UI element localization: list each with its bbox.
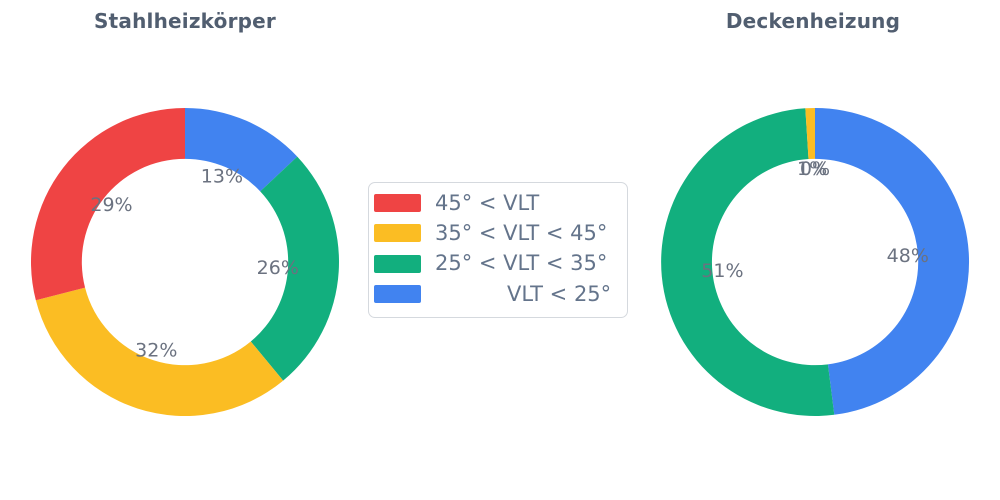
pie-slice xyxy=(31,107,186,301)
pie-slice xyxy=(815,107,970,415)
pie-percentage-label: 1% xyxy=(797,158,827,180)
legend-swatch-red xyxy=(374,194,421,213)
pie-percentage-label: 26% xyxy=(257,257,299,279)
legend-label: 35° < VLT < 45° xyxy=(435,220,608,245)
legend-row-35-45: 35° < VLT < 45° xyxy=(374,218,627,248)
right-chart-title: Deckenheizung xyxy=(725,9,901,33)
legend: 45° < VLT 35° < VLT < 45° 25° < VLT < 35… xyxy=(368,182,628,318)
pie-percentage-label: 29% xyxy=(90,194,132,216)
legend-label: 45° < VLT xyxy=(435,190,540,215)
legend-swatch-blue xyxy=(374,285,421,304)
pie-percentage-label: 51% xyxy=(701,260,743,282)
pie-slice xyxy=(661,108,835,416)
pie-slice xyxy=(250,156,339,381)
pie-slice xyxy=(805,107,815,160)
legend-row-vlt-lt-25: VLT < 25° xyxy=(374,279,627,309)
legend-swatch-yellow xyxy=(374,224,421,243)
legend-swatch-green xyxy=(374,254,421,273)
left-chart-title: Stahlheizkörper xyxy=(94,9,276,33)
pie-percentage-label: 48% xyxy=(887,245,929,267)
pie-slice xyxy=(185,108,298,192)
pie-percentage-label: 13% xyxy=(201,166,243,188)
pie-percentage-label: 0% xyxy=(800,158,830,180)
legend-label: 25° < VLT < 35° xyxy=(435,251,608,276)
legend-row-45-lt-vlt: 45° < VLT xyxy=(374,188,627,218)
pie-percentage-label: 32% xyxy=(135,339,177,361)
pie-slice xyxy=(35,287,284,416)
legend-row-25-35: 25° < VLT < 35° xyxy=(374,249,627,279)
legend-label: VLT < 25° xyxy=(507,281,612,306)
